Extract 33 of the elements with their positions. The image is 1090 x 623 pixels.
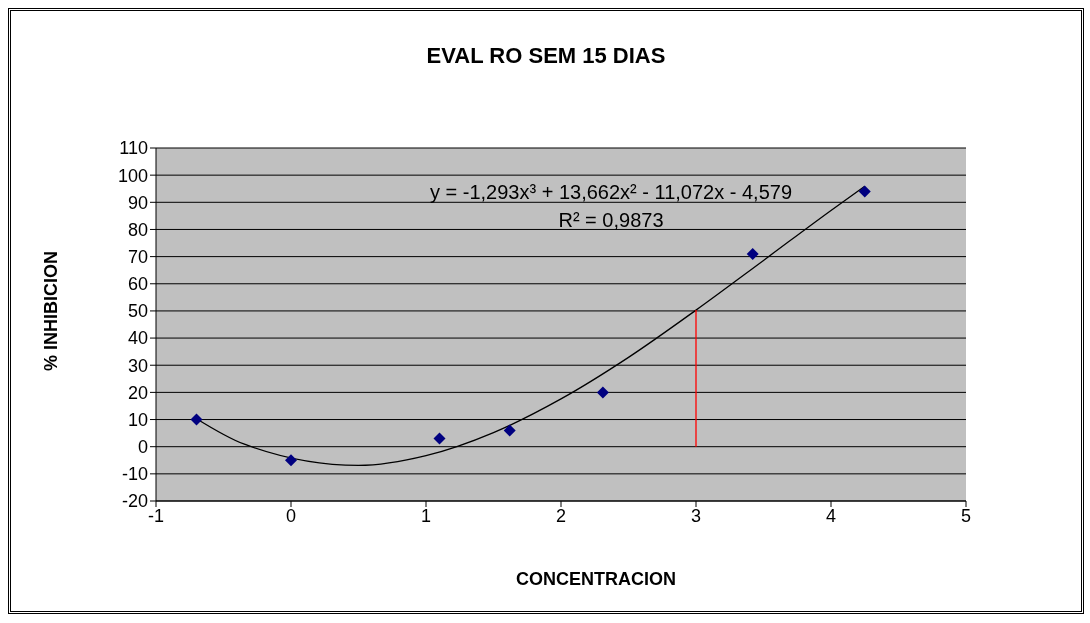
x-tick-label: 5 [960,505,972,526]
y-tick-label: 50 [127,301,148,322]
annotation: R² = 0,9873 [557,209,665,232]
point [503,424,516,437]
point [285,454,297,467]
x-tick-label: -1 [147,505,165,526]
y-tick-label: 0 [137,437,148,458]
y-tick-label: 10 [127,409,148,430]
annotation: y = -1,293x³ + 13,662x² - 11,072x - 4,579 [428,181,794,204]
x-axis-title: CONCENTRACION [515,569,677,590]
point [596,386,609,399]
point [858,185,871,198]
y-tick-label: 60 [127,274,148,295]
y-tick-label: 100 [117,165,148,186]
y-tick-label: 110 [119,138,148,159]
y-tick-label: 80 [127,219,148,240]
x-tick-label: 3 [690,505,702,526]
y-tick-label: 70 [127,247,148,268]
y-tick-label: -20 [121,491,148,512]
point [190,413,203,426]
point [746,247,759,260]
y-tick-label: -10 [121,464,148,485]
x-tick-label: 2 [555,505,567,526]
point [433,432,446,445]
chart-title: EVAL RO SEM 15 DIAS [425,43,667,69]
y-tick-label: 40 [127,328,148,349]
y-tick-label: 90 [127,192,148,213]
x-tick-label: 4 [825,505,837,526]
y-tick-label: 30 [127,355,148,376]
x-tick-label: 0 [285,505,297,526]
y-tick-label: 20 [127,382,148,403]
x-tick-label: 1 [420,505,432,526]
y-axis-title: % INHIBICION [40,250,62,372]
